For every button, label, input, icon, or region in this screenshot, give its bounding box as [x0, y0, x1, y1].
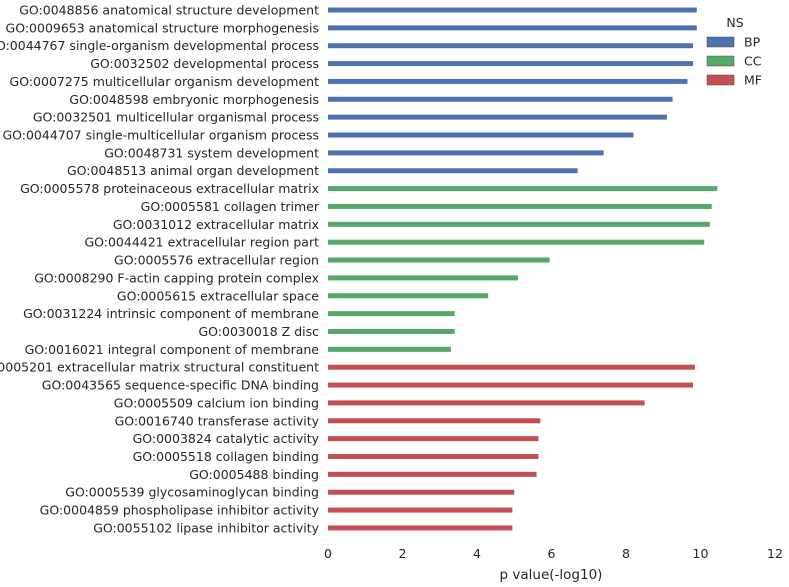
category-labels: GO:0048856 anatomical structure developm…	[0, 3, 320, 536]
category-label-8: GO:0048731 system development	[104, 145, 319, 160]
category-label-0: GO:0048856 anatomical structure developm…	[19, 3, 319, 18]
category-label-25: GO:0005518 collagen binding	[133, 449, 319, 464]
bar-20	[328, 364, 695, 370]
category-label-19: GO:0016021 integral component of membran…	[25, 342, 320, 357]
category-label-6: GO:0032501 multicellular organismal proc…	[33, 110, 319, 125]
legend-label-mf: MF	[744, 73, 762, 88]
category-label-23: GO:0016740 transferase activity	[115, 413, 320, 428]
category-label-4: GO:0007275 multicellular organism develo…	[10, 74, 320, 89]
bar-12	[328, 221, 710, 227]
category-label-5: GO:0048598 embryonic morphogenesis	[69, 92, 319, 107]
bar-8	[328, 150, 604, 156]
bar-23	[328, 418, 541, 424]
bar-14	[328, 257, 550, 263]
bar-27	[328, 489, 515, 495]
legend: NS BP CC MF	[706, 15, 762, 88]
category-label-9: GO:0048513 animal organ development	[67, 163, 319, 178]
bar-15	[328, 275, 518, 281]
category-label-18: GO:0030018 Z disc	[199, 324, 320, 339]
bar-25	[328, 454, 539, 459]
category-label-26: GO:0005488 binding	[189, 467, 319, 482]
bar-10	[328, 186, 718, 192]
bar-16	[328, 293, 489, 299]
x-tick-label-5: 10	[693, 546, 709, 561]
bar-26	[328, 471, 537, 477]
category-label-14: GO:0005576 extracellular region	[114, 253, 319, 268]
category-label-3: GO:0032502 developmental process	[90, 56, 319, 71]
category-label-24: GO:0003824 catalytic activity	[133, 431, 320, 446]
category-label-15: GO:0008290 F-actin capping protein compl…	[34, 270, 319, 285]
x-tick-label-1: 2	[399, 546, 407, 561]
x-tick-label-2: 4	[473, 546, 481, 561]
x-tick-label-0: 0	[324, 546, 332, 561]
category-label-12: GO:0031012 extracellular matrix	[113, 217, 319, 232]
category-label-29: GO:0055102 lipase inhibitor activity	[93, 520, 319, 535]
legend-title: NS	[726, 15, 743, 30]
x-tick-label-6: 12	[767, 546, 783, 561]
bar-11	[328, 203, 712, 209]
legend-label-cc: CC	[744, 54, 762, 69]
category-label-11: GO:0005581 collagen trimer	[141, 199, 320, 214]
category-label-28: GO:0004859 phospholipase inhibitor activ…	[40, 503, 320, 518]
bar-24	[328, 436, 539, 442]
bar-7	[328, 132, 634, 138]
x-tick-label-4: 8	[622, 546, 630, 561]
x-axis-label: p value(-log10)	[500, 567, 603, 583]
bar-5	[328, 96, 673, 102]
bar-17	[328, 311, 455, 317]
x-axis-ticks: 0 2 4 6 8 10 12	[324, 546, 783, 561]
legend-swatch-bp	[706, 36, 735, 48]
bar-13	[328, 239, 705, 245]
bar-0	[328, 7, 697, 13]
legend-swatch-mf	[706, 74, 735, 86]
bar-1	[328, 25, 697, 31]
bar-28	[328, 507, 513, 513]
category-label-2: GO:0044767 single-organism developmental…	[0, 38, 319, 53]
bars-group	[328, 7, 718, 531]
bar-3	[328, 61, 694, 67]
bar-18	[328, 328, 455, 334]
x-tick-label-3: 6	[548, 546, 556, 561]
bar-9	[328, 168, 578, 174]
bar-19	[328, 346, 451, 352]
category-label-7: GO:0044707 single-multicellular organism…	[2, 128, 319, 143]
bar-2	[328, 43, 694, 49]
category-label-20: GO:0005201 extracellular matrix structur…	[0, 360, 319, 375]
category-label-17: GO:0031224 intrinsic component of membra…	[23, 306, 319, 321]
category-label-22: GO:0005509 calcium ion binding	[114, 395, 319, 410]
legend-label-bp: BP	[744, 35, 761, 50]
category-label-10: GO:0005578 proteinaceous extracellular m…	[20, 181, 319, 196]
bar-4	[328, 78, 688, 84]
bar-21	[328, 382, 694, 388]
bar-29	[328, 525, 513, 531]
bar-22	[328, 400, 645, 406]
bar-6	[328, 114, 667, 120]
legend-swatch-cc	[706, 55, 735, 67]
category-label-13: GO:0044421 extracellular region part	[84, 235, 319, 250]
category-label-21: GO:0043565 sequence-specific DNA binding	[42, 378, 319, 393]
category-label-1: GO:0009653 anatomical structure morphoge…	[6, 20, 319, 35]
category-label-16: GO:0005615 extracellular space	[117, 288, 319, 303]
category-label-27: GO:0005539 glycosaminoglycan binding	[65, 485, 319, 500]
